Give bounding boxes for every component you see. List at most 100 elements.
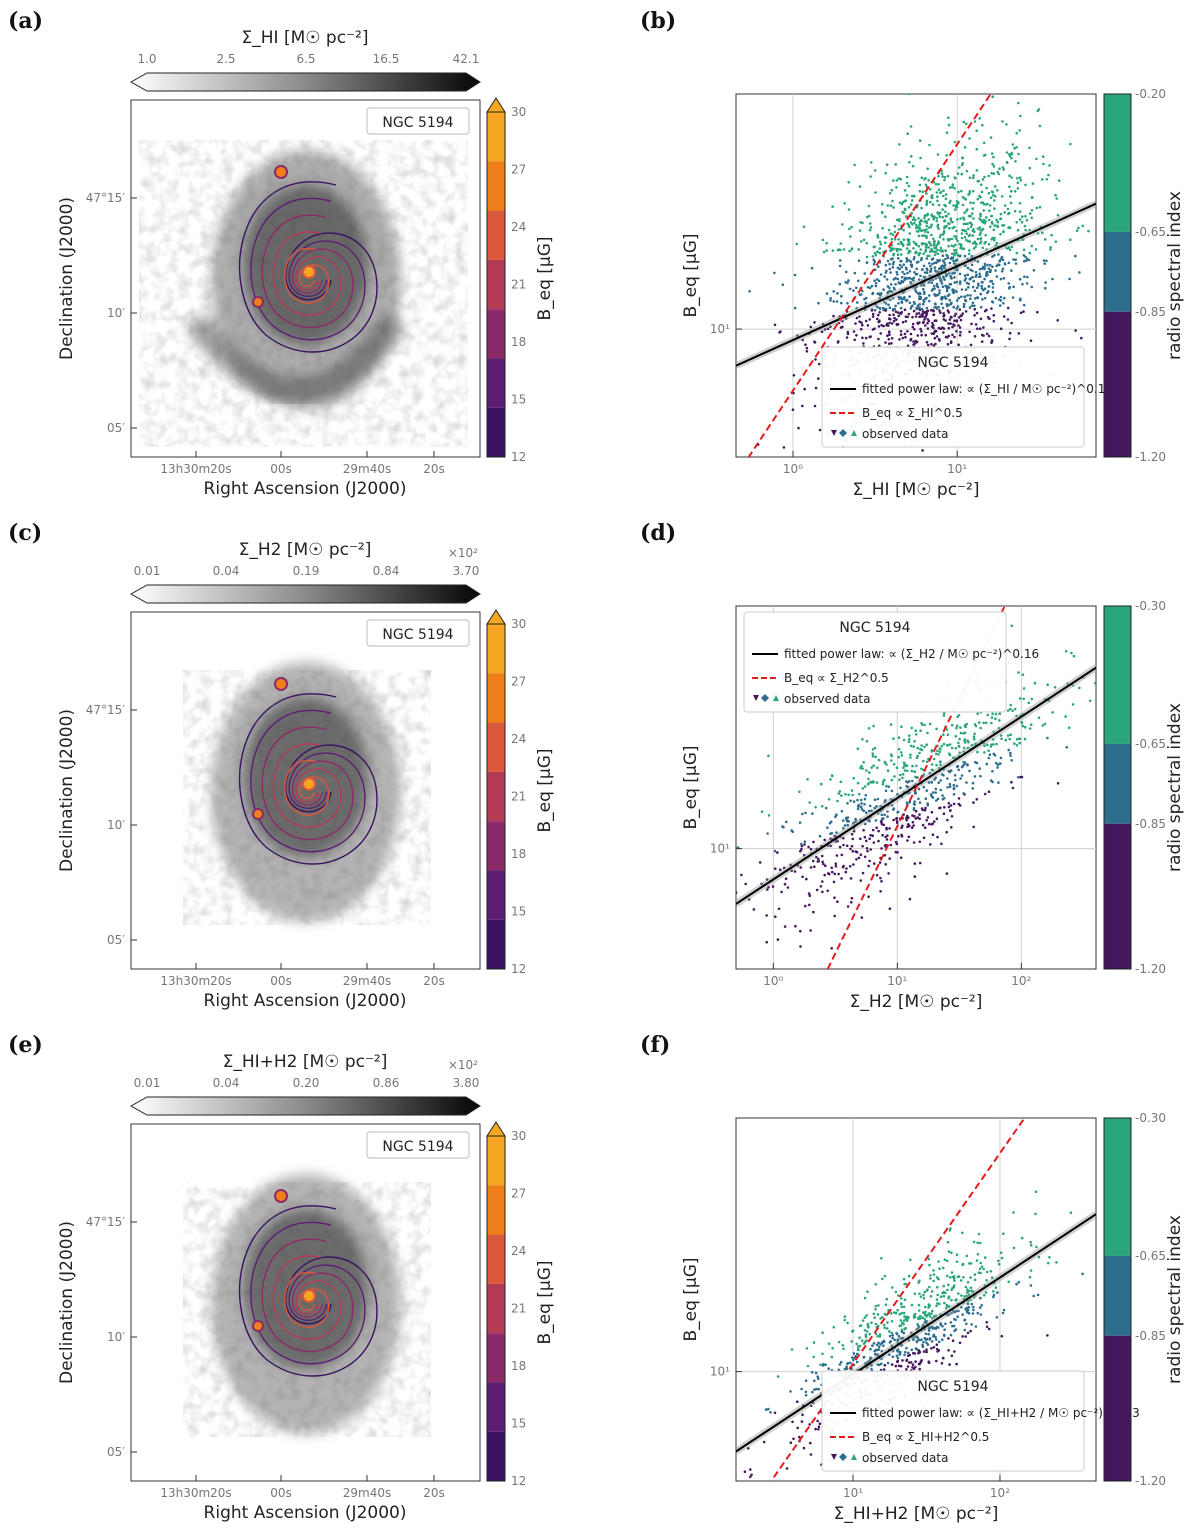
data-point	[840, 794, 843, 797]
data-point	[908, 897, 912, 901]
data-point	[870, 809, 873, 812]
data-point	[942, 714, 946, 717]
data-point	[979, 317, 983, 321]
data-point	[980, 340, 984, 343]
data-point	[889, 271, 892, 274]
ra-tick: 20s	[423, 462, 445, 476]
data-point	[947, 1349, 950, 1352]
data-point	[907, 1351, 910, 1355]
data-point	[902, 238, 906, 241]
data-point	[943, 210, 947, 214]
data-point	[808, 1423, 811, 1426]
data-point	[927, 178, 930, 182]
data-point	[919, 274, 922, 278]
data-point	[838, 264, 842, 268]
data-point	[804, 904, 807, 908]
data-point	[1016, 187, 1020, 190]
data-point	[956, 258, 959, 262]
data-point	[883, 275, 886, 278]
data-point	[921, 1343, 924, 1347]
data-point	[964, 310, 968, 313]
map-colorbar-tick: 16.5	[373, 52, 400, 66]
data-point	[892, 206, 895, 209]
data-point	[868, 859, 871, 863]
data-point	[971, 301, 975, 305]
data-point	[1066, 682, 1069, 685]
data-point	[945, 289, 949, 293]
data-point	[999, 762, 1002, 765]
data-point	[934, 1338, 938, 1341]
data-point	[1021, 215, 1024, 218]
data-point	[888, 313, 891, 317]
data-point	[939, 246, 943, 250]
data-point	[946, 733, 950, 736]
data-point	[1030, 209, 1034, 212]
data-point	[894, 304, 897, 308]
data-point	[924, 806, 927, 810]
data-point	[905, 194, 909, 197]
legend-observed-text: observed data	[862, 427, 948, 441]
data-point	[1028, 1275, 1032, 1279]
data-point	[930, 258, 934, 261]
data-point	[897, 835, 900, 838]
data-point	[958, 804, 962, 807]
data-point	[969, 214, 972, 218]
data-point	[896, 1338, 900, 1341]
map-colorbar-tick: 0.04	[213, 564, 240, 578]
data-point	[760, 810, 764, 813]
data-point	[964, 277, 968, 280]
data-point	[844, 317, 848, 320]
data-point	[838, 790, 842, 793]
legend-marker-mid	[839, 429, 847, 437]
data-point	[883, 1312, 887, 1316]
data-point	[959, 217, 962, 220]
data-point	[903, 276, 907, 280]
data-point	[985, 1325, 989, 1329]
data-point	[904, 320, 908, 323]
data-point	[796, 1426, 799, 1430]
data-point	[879, 890, 882, 893]
data-point	[895, 318, 898, 321]
data-point	[858, 1336, 861, 1339]
data-point	[980, 284, 983, 288]
data-point	[914, 1360, 917, 1363]
companion-ngc5195	[274, 1189, 288, 1203]
data-point	[1034, 1190, 1038, 1194]
map-colorbar-title: Σ_HI+H2 [M☉ pc⁻²]	[223, 1052, 388, 1072]
data-point	[866, 849, 869, 853]
data-point	[952, 204, 955, 207]
data-point	[1023, 725, 1027, 729]
data-point	[938, 747, 942, 750]
data-point	[1056, 319, 1059, 322]
data-point	[876, 1313, 880, 1316]
data-point	[930, 247, 933, 251]
data-point	[941, 798, 945, 801]
data-point	[799, 945, 802, 948]
data-point	[805, 350, 809, 353]
data-point	[972, 1308, 975, 1312]
data-point	[950, 1311, 953, 1315]
data-point	[766, 832, 769, 835]
data-point	[944, 272, 948, 275]
data-point	[1027, 258, 1031, 262]
data-point	[982, 1267, 985, 1271]
data-point	[996, 766, 999, 769]
data-point	[874, 253, 878, 257]
data-point	[923, 271, 927, 274]
data-point	[918, 751, 921, 755]
beq-colorbar-segment	[487, 919, 505, 969]
data-point	[782, 866, 786, 870]
data-point	[919, 1295, 923, 1298]
data-point	[893, 225, 897, 228]
data-point	[785, 820, 788, 824]
data-point	[1018, 741, 1021, 745]
data-point	[999, 756, 1003, 760]
galaxy-inner	[244, 697, 368, 857]
galaxy-nucleus	[302, 265, 316, 279]
data-point	[820, 782, 823, 786]
ra-tick: 13h30m20s	[160, 462, 231, 476]
data-point	[950, 1354, 954, 1358]
data-point	[872, 764, 875, 767]
data-point	[852, 829, 856, 833]
data-point	[929, 244, 933, 247]
